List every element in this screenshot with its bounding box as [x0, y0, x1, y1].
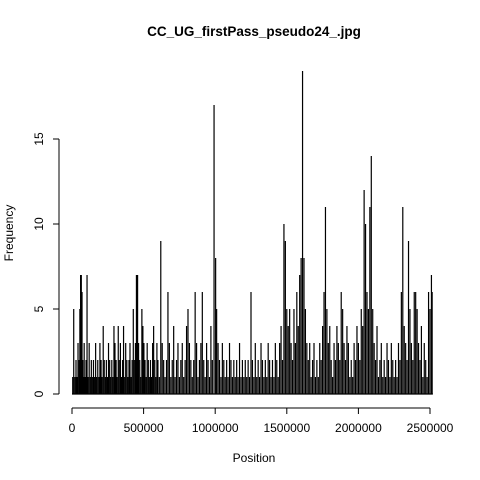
- bars: [72, 71, 433, 395]
- x-axis: 0 500000 1000000 1500000 2000000 2500000: [69, 407, 454, 435]
- x-axis-label: Position: [233, 451, 276, 465]
- x-tick-label: 1500000: [263, 421, 310, 435]
- x-tick-label: 2500000: [407, 421, 454, 435]
- x-tick-label: 1000000: [192, 421, 239, 435]
- y-tick-label: 10: [32, 217, 46, 231]
- x-tick-label: 0: [69, 421, 76, 435]
- y-tick-label: 15: [32, 132, 46, 146]
- chart-title: CC_UG_firstPass_pseudo24_.jpg: [147, 24, 361, 39]
- x-tick-label: 500000: [124, 421, 164, 435]
- y-axis-label: Frequency: [2, 205, 16, 262]
- y-tick-label: 5: [32, 305, 46, 312]
- y-axis: 0 5 10 15: [32, 132, 60, 397]
- y-tick-label: 0: [32, 390, 46, 397]
- x-tick-label: 2000000: [335, 421, 382, 435]
